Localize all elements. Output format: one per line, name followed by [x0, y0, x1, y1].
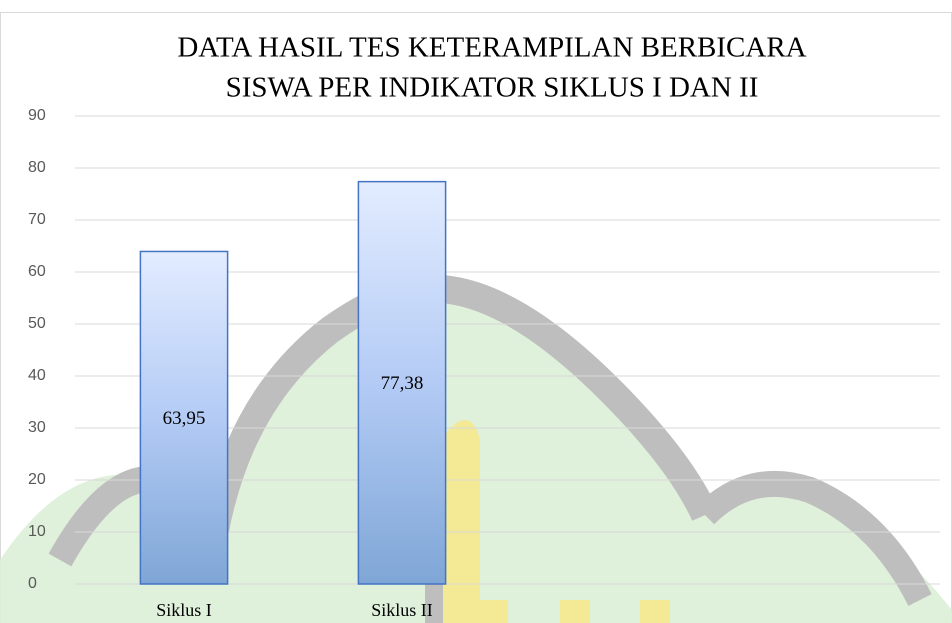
data-label: 63,95 [163, 408, 206, 429]
y-tick-label: 80 [28, 159, 46, 176]
y-tick-label: 90 [28, 107, 46, 124]
chart-title: DATA HASIL TES KETERAMPILAN BERBICARA [177, 32, 806, 64]
y-tick-label: 10 [28, 523, 46, 540]
y-tick-label: 40 [28, 367, 46, 384]
x-tick-label: Siklus II [371, 600, 433, 620]
data-label: 77,38 [381, 373, 424, 394]
bar [357, 180, 447, 585]
y-tick-label: 60 [28, 263, 46, 280]
x-tick-label: Siklus I [156, 600, 212, 620]
y-tick-label: 70 [28, 211, 46, 228]
y-tick-label: 20 [28, 471, 46, 488]
y-tick-label: 50 [28, 315, 46, 332]
bar [139, 250, 229, 585]
y-tick-label: 30 [28, 419, 46, 436]
y-tick-label: 0 [28, 575, 37, 592]
chart-title: SISWA PER INDIKATOR SIKLUS I DAN II [226, 72, 759, 104]
